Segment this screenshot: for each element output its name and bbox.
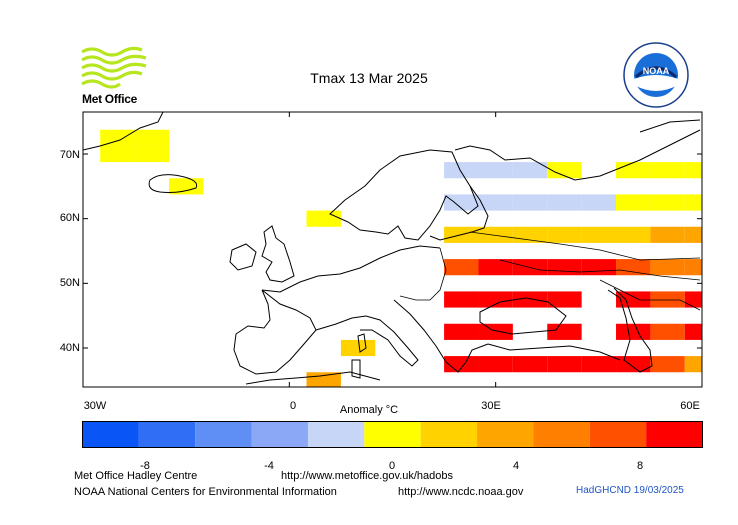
anomaly-cell [684, 323, 702, 340]
anomaly-cell [650, 259, 685, 276]
anomaly-cell [512, 162, 548, 179]
anomaly-cell [650, 291, 685, 308]
colorbar-swatch [138, 421, 196, 448]
lon-label-60e: 60E [680, 400, 700, 412]
lon-label-30e: 30E [481, 400, 501, 412]
anomaly-cell [306, 210, 341, 227]
lon-label-0: 0 [289, 400, 297, 412]
map-title: Tmax 13 Mar 2025 [310, 70, 428, 86]
anomaly-cell [616, 323, 651, 340]
anomaly-cell [134, 129, 169, 146]
lat-label-70n: 70N [59, 149, 80, 161]
colorbar-swatch [195, 421, 252, 448]
colorbar-label: Anomaly °C [339, 404, 399, 416]
anomaly-cell [581, 259, 617, 276]
anomaly-cell [444, 259, 479, 276]
noaa-logo-icon: NOAA [623, 42, 689, 108]
anomaly-cell [650, 226, 685, 243]
colorbar-swatch [251, 421, 308, 448]
anomaly-cell [478, 194, 513, 211]
anomaly-cell [512, 226, 548, 243]
anomaly-cell [478, 259, 513, 276]
lon-label-30w: 30W [83, 400, 107, 412]
colorbar-tick-4: 4 [512, 460, 520, 472]
lat-label-40n: 40N [59, 342, 80, 354]
anomaly-cell [444, 194, 479, 211]
footer-org-noaa: NOAA National Centers for Environmental … [74, 486, 337, 498]
anomaly-cell [616, 226, 651, 243]
colorbar-tick-minus8: -8 [140, 460, 150, 472]
colorbar-tick-minus4: -4 [264, 460, 274, 472]
anomaly-cell [340, 339, 376, 357]
anomaly-cells [100, 129, 702, 387]
lat-label-60n: 60N [59, 212, 80, 224]
anomaly-cell [478, 323, 513, 340]
anomaly-cell [478, 291, 513, 308]
anomaly-cell [650, 356, 685, 373]
anomaly-cell [444, 323, 479, 340]
anomaly-cell [444, 162, 479, 179]
anomaly-cell [616, 259, 651, 276]
noaa-logo-text: NOAA [643, 66, 670, 76]
anomaly-cell [650, 194, 685, 211]
colorbar-swatch [589, 421, 647, 448]
colorbar-swatch [533, 421, 590, 448]
anomaly-cell [547, 323, 582, 340]
anomaly-cell [650, 162, 685, 179]
colorbar-swatch [646, 421, 703, 448]
footer-credit: HadGHCND 19/03/2025 [576, 485, 684, 496]
anomaly-cell [616, 162, 651, 179]
anomaly-cell [547, 162, 582, 179]
anomaly-cell [100, 145, 135, 163]
colorbar-swatch [477, 421, 534, 448]
footer-url-metoffice[interactable]: http://www.metoffice.gov.uk/hadobs [281, 470, 454, 482]
colorbar-swatch [420, 421, 478, 448]
anomaly-cell [512, 194, 548, 211]
anomaly-cell [581, 194, 617, 211]
colorbar-swatch [307, 421, 365, 448]
anomaly-cell [306, 372, 341, 387]
anomaly-cell [478, 162, 513, 179]
anomaly-cell [512, 356, 548, 373]
anomaly-cell [684, 194, 702, 211]
anomaly-cell [581, 356, 617, 373]
colorbar-tick-8: 8 [636, 460, 644, 472]
footer-org-metoffice: Met Office Hadley Centre [74, 470, 198, 482]
anomaly-cell [616, 291, 651, 308]
anomaly-cell [684, 291, 702, 308]
anomaly-cell [650, 323, 685, 340]
anomaly-cell [684, 259, 702, 276]
anomaly-cell [547, 226, 582, 243]
anomaly-cell [684, 226, 702, 243]
anomaly-cell [478, 356, 513, 373]
axis-ticks [82, 112, 703, 387]
anomaly-cell [444, 291, 479, 308]
map-frame [82, 111, 703, 388]
metoffice-logo-icon [81, 46, 147, 89]
colorbar-swatch [364, 421, 421, 448]
anomaly-cell [581, 226, 617, 243]
anomaly-cell [684, 356, 702, 373]
anomaly-cell [478, 226, 513, 243]
colorbar-swatch [82, 421, 139, 448]
anomaly-cell [547, 356, 582, 373]
anomaly-cell [512, 291, 548, 308]
anomaly-cell [100, 129, 135, 146]
anomaly-cell [547, 259, 582, 276]
anomaly-cell [547, 194, 582, 211]
footer-url-noaa[interactable]: http://www.ncdc.noaa.gov [398, 486, 524, 498]
colorbar [82, 421, 703, 448]
anomaly-cell [616, 194, 651, 211]
lat-label-50n: 50N [59, 277, 80, 289]
coastlines [82, 111, 701, 385]
colorbar-tick-0: 0 [388, 460, 396, 472]
anomaly-cell [684, 162, 702, 179]
anomaly-cell [134, 145, 169, 163]
metoffice-logo-text: Met Office [82, 92, 138, 106]
anomaly-cell [547, 291, 582, 308]
